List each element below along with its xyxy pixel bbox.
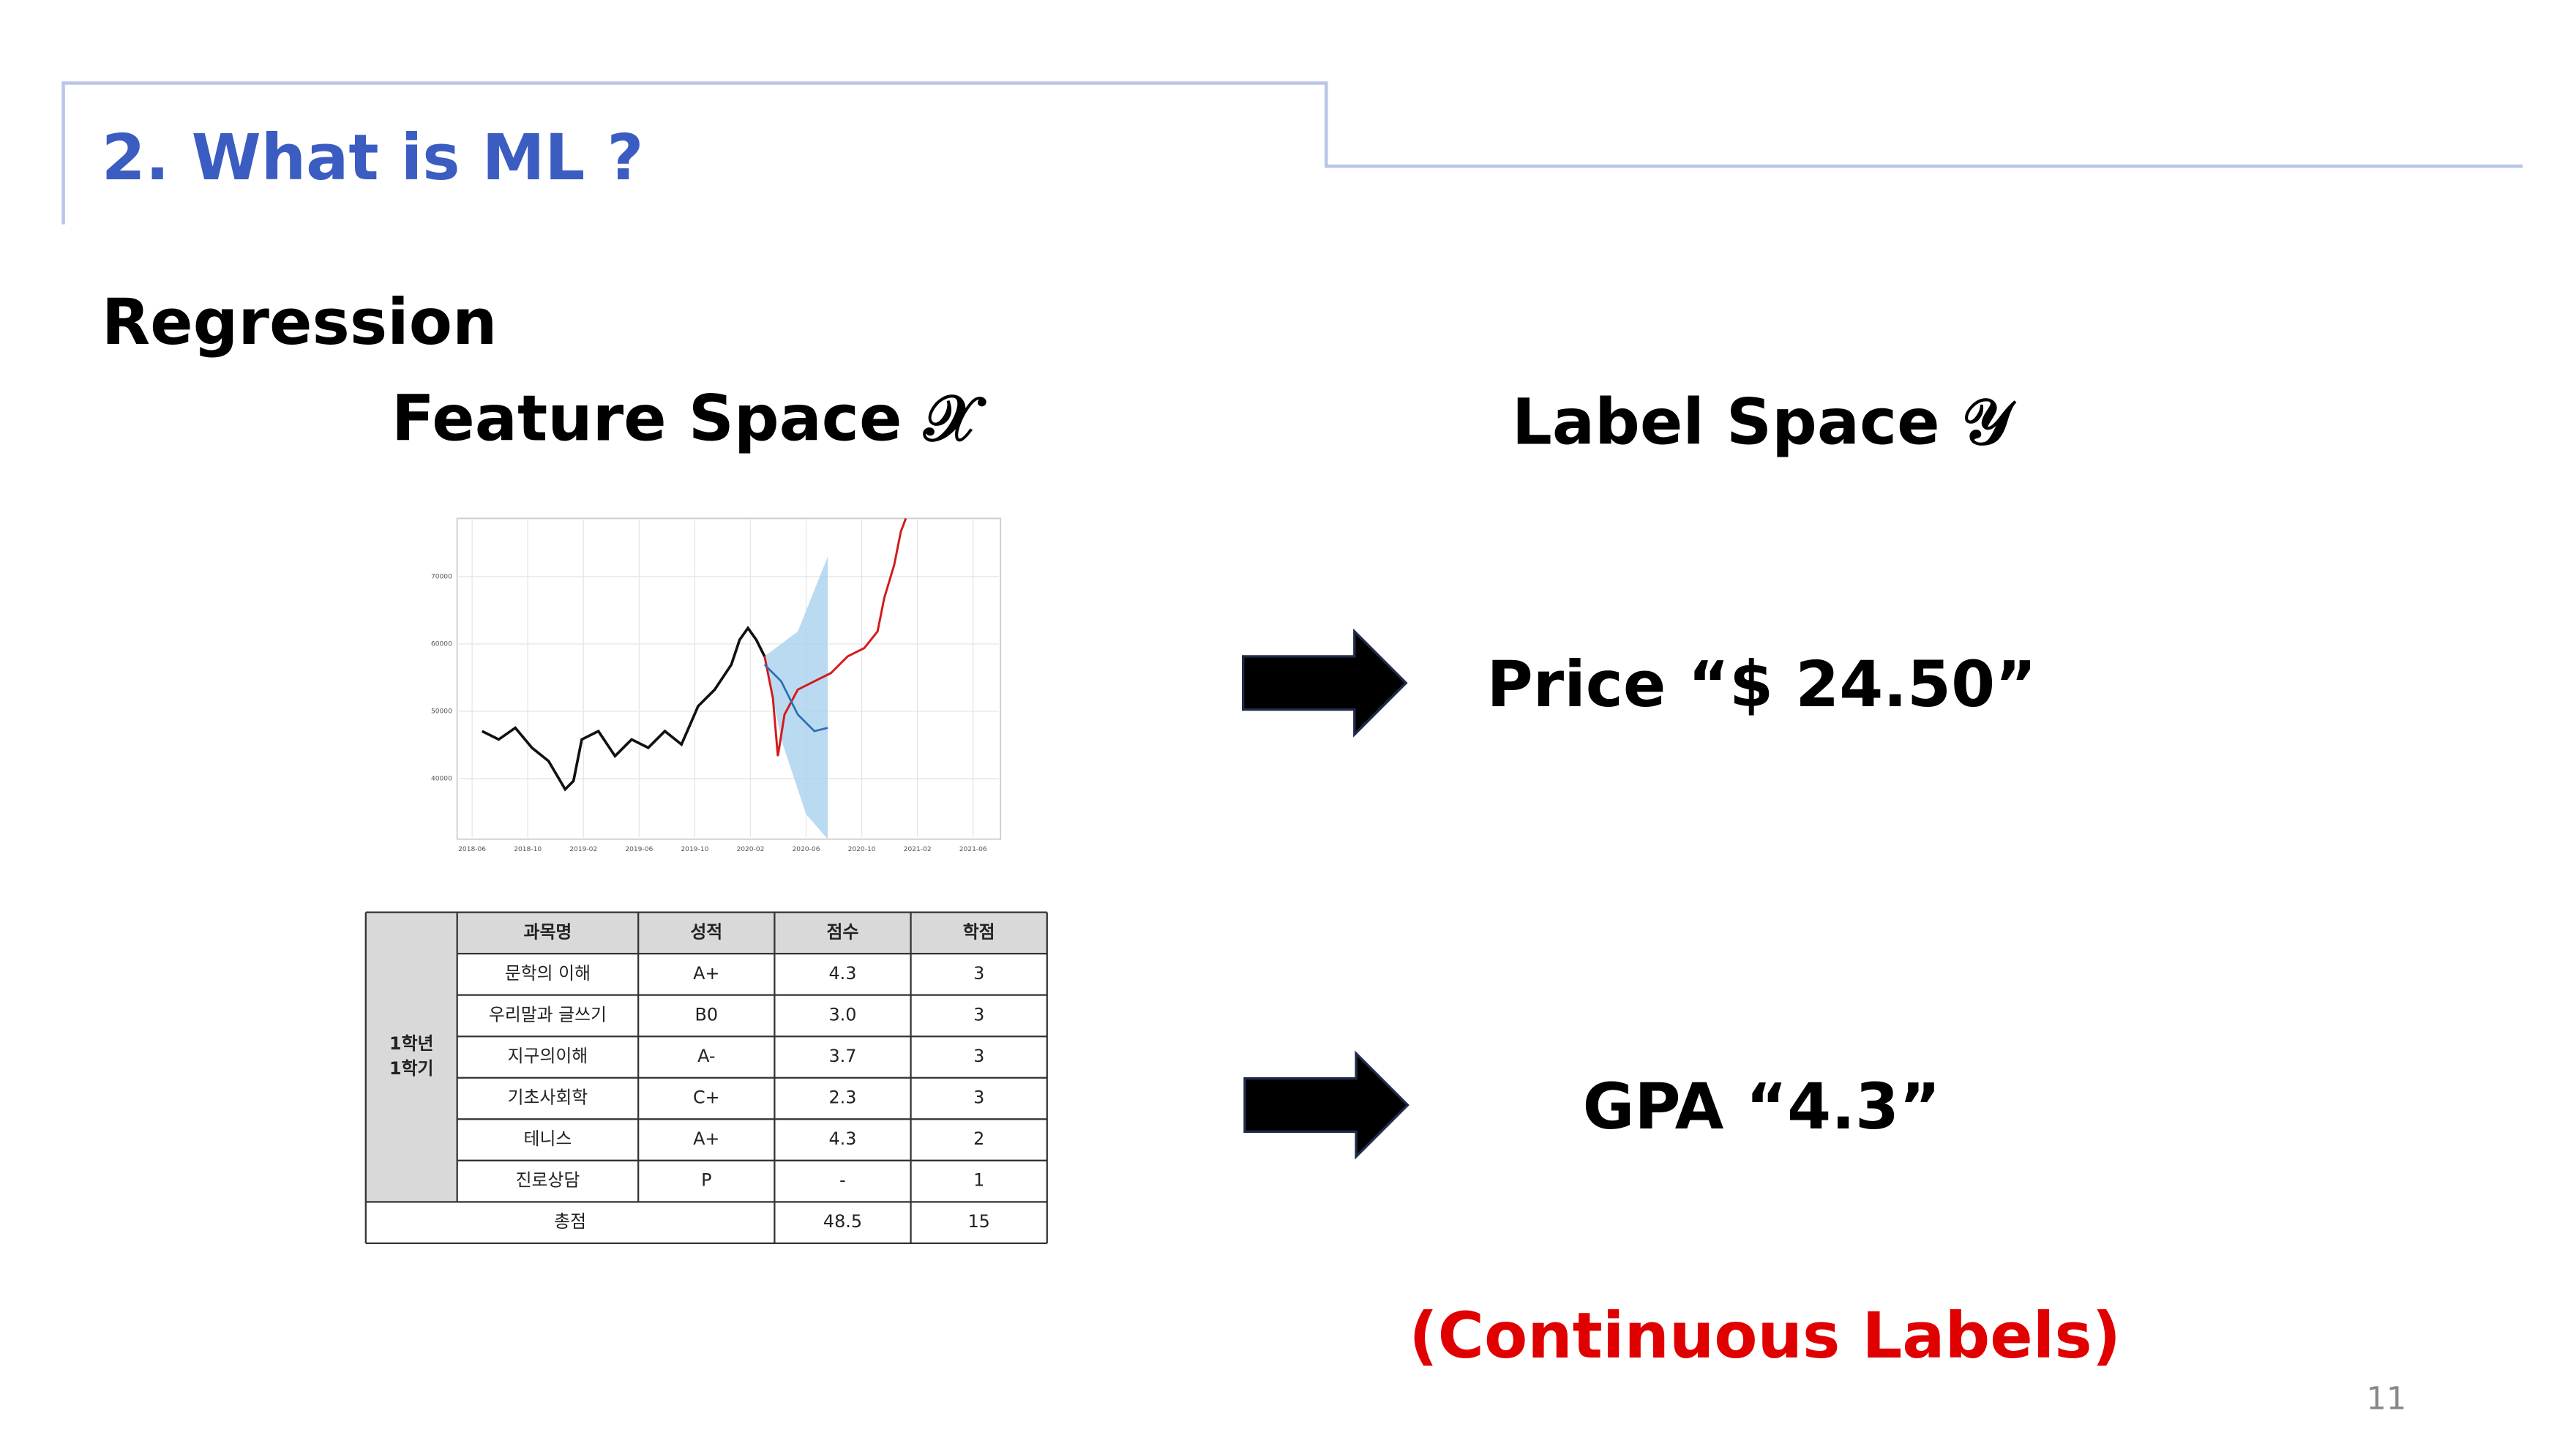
label-space-heading: Label Space 𝒴 bbox=[1512, 386, 2017, 459]
table-cell: A- bbox=[697, 1046, 715, 1066]
table-cell: A+ bbox=[693, 1128, 719, 1149]
table-cell: 1 bbox=[973, 1170, 984, 1191]
page-number: 11 bbox=[2366, 1381, 2406, 1418]
term-label: 1학년 bbox=[389, 1033, 433, 1054]
feature-space-heading: Feature Space 𝒳 bbox=[392, 383, 986, 456]
table-cell: 4.3 bbox=[829, 1128, 857, 1149]
table-cell: 진로상담 bbox=[516, 1170, 580, 1191]
feature-chart-image: 70000 60000 50000 40000 2018-06 2018-10 2019-0… bbox=[431, 517, 1002, 853]
table-cell: 4.3 bbox=[829, 963, 857, 984]
y-tick-label: 60000 bbox=[431, 640, 452, 648]
x-tick-label: 2018-06 bbox=[458, 846, 486, 853]
table-cell: 테니스 bbox=[524, 1128, 572, 1149]
header-bg bbox=[457, 912, 1047, 954]
header-frame bbox=[61, 81, 2523, 225]
column-header: 성적 bbox=[690, 921, 722, 942]
forecast-line bbox=[763, 664, 828, 733]
y-tick-label: 70000 bbox=[431, 573, 452, 580]
arrow bbox=[1241, 628, 1408, 738]
table-cell: A+ bbox=[693, 963, 719, 984]
column-header: 점수 bbox=[827, 921, 859, 942]
table-cell: 2.3 bbox=[829, 1087, 857, 1108]
table-cell: 우리말과 글쓰기 bbox=[489, 1004, 607, 1025]
table-cell: - bbox=[839, 1170, 846, 1191]
table-cell: 문학의 이해 bbox=[505, 963, 591, 984]
total-cell: 48.5 bbox=[823, 1211, 862, 1232]
history-line bbox=[481, 626, 766, 792]
section-title: Regression bbox=[102, 286, 498, 359]
table-cell: C+ bbox=[693, 1087, 720, 1108]
plot-frame bbox=[456, 517, 1002, 840]
note: (Continuous Labels) bbox=[1409, 1300, 2121, 1373]
column-header: 과목명 bbox=[524, 921, 572, 942]
table-cell: 3 bbox=[973, 1087, 984, 1108]
total-label: 총점 bbox=[554, 1211, 586, 1232]
table-cell: 3.0 bbox=[829, 1004, 857, 1025]
term-label: 1학기 bbox=[389, 1058, 433, 1079]
x-tick-label: 2019-02 bbox=[569, 846, 597, 853]
table-cell: 3 bbox=[973, 963, 984, 984]
table-cell: 2 bbox=[973, 1128, 984, 1149]
confidence-band bbox=[764, 556, 828, 839]
x-tick-label: 2021-02 bbox=[904, 846, 932, 853]
y-tick-label: 40000 bbox=[431, 775, 452, 782]
column-header: 학점 bbox=[963, 921, 995, 942]
x-tick-label: 2021-06 bbox=[959, 846, 987, 853]
x-tick-label: 2020-10 bbox=[848, 846, 876, 853]
term-bg bbox=[365, 912, 457, 1202]
table-cell: 3 bbox=[973, 1004, 984, 1025]
x-tick-label: 2019-10 bbox=[681, 846, 708, 853]
slide-title: 2. What is ML ? bbox=[102, 121, 644, 195]
y-tick-label: 50000 bbox=[431, 708, 452, 715]
actual-line bbox=[763, 517, 907, 757]
table-cell: 3 bbox=[973, 1046, 984, 1066]
price-label: Price “$ 24.50” bbox=[1486, 648, 2036, 722]
x-tick-label: 2020-06 bbox=[793, 846, 820, 853]
total-cell: 15 bbox=[967, 1211, 989, 1232]
gpa-label: GPA “4.3” bbox=[1583, 1071, 1941, 1144]
table-cell: B0 bbox=[695, 1004, 719, 1025]
table-cell: 기초사회학 bbox=[508, 1087, 588, 1108]
x-tick-label: 2020-02 bbox=[736, 846, 764, 853]
table-cell: 지구의이해 bbox=[508, 1046, 588, 1066]
arrow bbox=[1243, 1050, 1409, 1160]
grade-table: 과목명 성적 점수 학점 1학년 1학기 문학의 이해 A+ 4.3 3 우리말과 글쓰기 B0 3.0… bbox=[364, 911, 1048, 1245]
x-tick-label: 2019-06 bbox=[625, 846, 653, 853]
table-cell: 3.7 bbox=[829, 1046, 857, 1066]
x-tick-label: 2018-10 bbox=[514, 846, 542, 853]
table-cell: P bbox=[701, 1170, 711, 1191]
